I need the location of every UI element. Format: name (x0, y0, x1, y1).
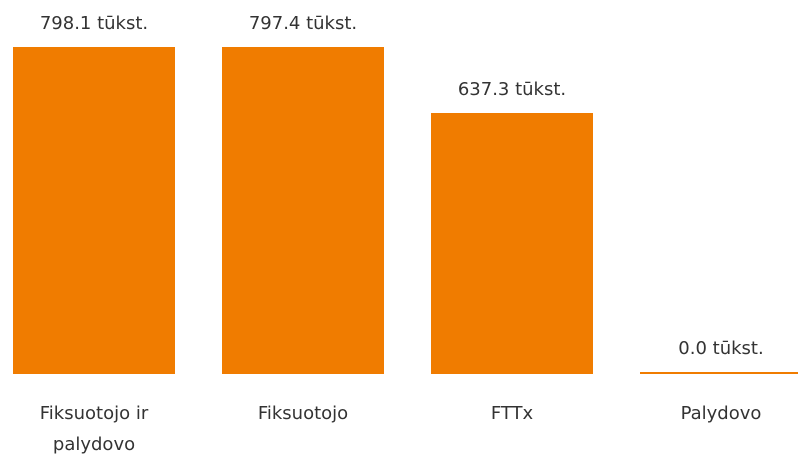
data-label: 637.3 tūkst. (457, 78, 567, 100)
bar (640, 372, 798, 374)
data-label: 798.1 tūkst. (39, 13, 149, 34)
x-tick-label: Fiksuotojo (257, 403, 349, 424)
data-label: 0.0 tūkst. (678, 338, 764, 359)
bar (13, 47, 175, 374)
bar (222, 47, 384, 374)
bar (431, 112, 593, 374)
x-tick-label: Fiksuotojo ir palydovo (39, 403, 149, 455)
data-label: 797.4 tūkst. (248, 13, 358, 35)
x-tick-label: Palydovo (680, 403, 762, 424)
x-tick-label: FTTx (490, 403, 534, 424)
